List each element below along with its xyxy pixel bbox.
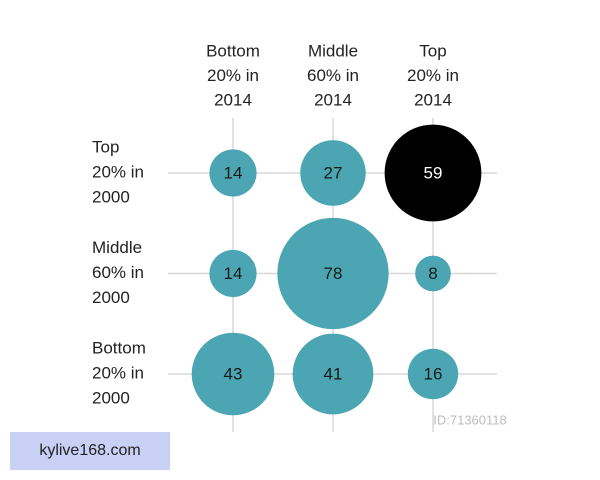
bubble bbox=[191, 332, 275, 416]
bubble bbox=[277, 217, 389, 330]
column-label: Bottom bbox=[206, 41, 260, 60]
row-label: Middle bbox=[92, 238, 142, 257]
row-label: 60% in bbox=[92, 263, 144, 282]
column-label: Top bbox=[419, 41, 446, 60]
watermark: ID:71360118 bbox=[433, 412, 507, 427]
row-label: 2000 bbox=[92, 388, 130, 407]
row-label: Bottom bbox=[92, 338, 146, 357]
bubble-label: 16 bbox=[424, 364, 443, 383]
bubble-label: 59 bbox=[424, 163, 443, 182]
bubble bbox=[384, 124, 482, 222]
bubble-label: 14 bbox=[224, 264, 243, 283]
bubble bbox=[209, 149, 257, 197]
bubble bbox=[292, 333, 374, 415]
row-label: 20% in bbox=[92, 363, 144, 382]
bubble-label: 8 bbox=[428, 264, 437, 283]
source-label: kylive168.com bbox=[39, 442, 140, 459]
bubble bbox=[407, 348, 459, 400]
bubble bbox=[209, 249, 257, 298]
column-label: 2014 bbox=[214, 90, 252, 109]
row-label: 2000 bbox=[92, 288, 130, 307]
bubble-label: 14 bbox=[224, 163, 243, 182]
bubble-label: 27 bbox=[324, 163, 343, 182]
column-label: 20% in bbox=[207, 66, 259, 85]
bubble-label: 78 bbox=[324, 264, 343, 283]
row-label: 20% in bbox=[92, 162, 144, 181]
column-label: 60% in bbox=[307, 66, 359, 85]
bubble-label: 43 bbox=[224, 364, 243, 383]
label-box bbox=[10, 432, 170, 470]
bubble bbox=[300, 140, 366, 206]
column-label: Middle bbox=[308, 41, 358, 60]
bubble bbox=[415, 255, 451, 292]
row-label: Top bbox=[92, 137, 119, 156]
column-label: 20% in bbox=[407, 66, 459, 85]
column-label: 2014 bbox=[314, 90, 352, 109]
bubble-label: 41 bbox=[324, 364, 343, 383]
row-label: 2000 bbox=[92, 187, 130, 206]
column-label: 2014 bbox=[414, 90, 452, 109]
